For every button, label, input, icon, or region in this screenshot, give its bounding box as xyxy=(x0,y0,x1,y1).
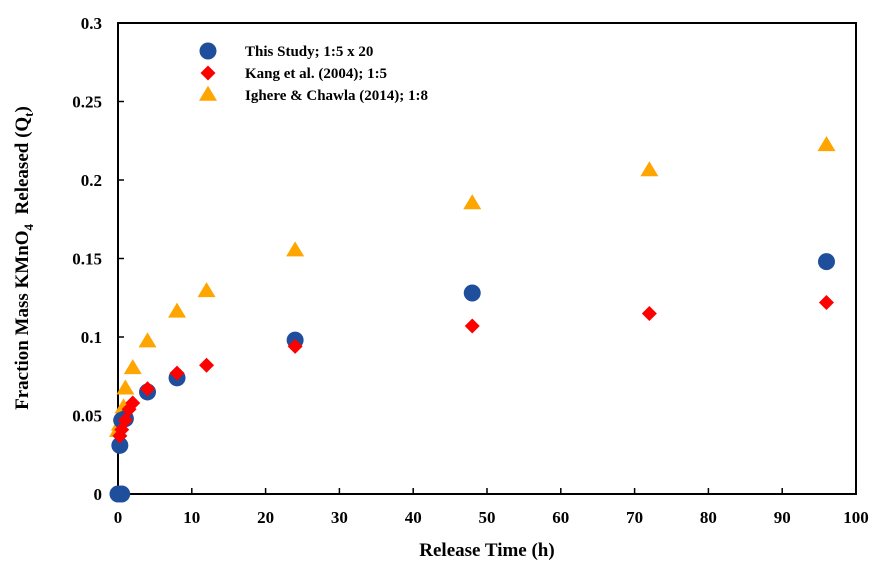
y-tick-label: 0.2 xyxy=(81,171,102,190)
data-point-triangle xyxy=(138,332,157,348)
data-point-circle xyxy=(111,436,129,454)
y-tick-label: 0.3 xyxy=(81,14,102,33)
plot-frame xyxy=(117,22,857,495)
data-point-diamond xyxy=(464,318,480,334)
y-axis-title-middle: Released (Q xyxy=(12,117,33,224)
legend-label: Kang et al. (2004); 1:5 xyxy=(245,66,387,82)
y-axis-title-sub1: 4 xyxy=(21,223,36,230)
x-tick-label: 20 xyxy=(257,508,274,527)
x-tick-label: 70 xyxy=(626,508,643,527)
data-point-diamond xyxy=(287,338,303,354)
data-point-triangle xyxy=(116,379,135,395)
x-tick-label: 90 xyxy=(774,508,791,527)
data-point-triangle xyxy=(640,161,659,177)
data-point-triangle xyxy=(286,241,305,257)
data-points xyxy=(109,136,836,503)
legend-marker-circle xyxy=(199,42,217,60)
data-point-circle xyxy=(463,284,481,302)
data-point-circle xyxy=(113,485,131,503)
legend-label: Ighere & Chawla (2014); 1:8 xyxy=(245,88,428,104)
legend-marker-triangle xyxy=(199,85,217,101)
data-point-circle xyxy=(817,253,835,271)
y-axis-title-suffix: ) xyxy=(12,106,33,112)
data-point-diamond xyxy=(140,381,156,397)
legend-label: This Study; 1:5 x 20 xyxy=(245,44,373,60)
data-point-diamond xyxy=(125,395,141,411)
y-tick-label: 0.05 xyxy=(72,407,102,426)
data-point-triangle xyxy=(817,136,836,152)
data-point-triangle xyxy=(197,282,216,298)
legend: This Study; 1:5 x 20 Kang et al. (2004); … xyxy=(199,42,428,104)
x-tick-label: 30 xyxy=(331,508,348,527)
x-axis-ticks: 0 10 20 30 40 50 60 70 80 90 100 xyxy=(114,488,869,527)
x-axis-title: Release Time (h) xyxy=(419,540,554,561)
y-tick-label: 0.25 xyxy=(72,93,102,112)
data-point-triangle xyxy=(463,194,482,210)
y-axis-ticks: 0 0.05 0.1 0.15 0.2 0.25 0.3 xyxy=(72,14,124,504)
x-tick-label: 10 xyxy=(183,508,200,527)
data-point-diamond xyxy=(169,365,185,381)
x-tick-label: 100 xyxy=(843,508,869,527)
y-axis-title-prefix: Fraction Mass KMnO xyxy=(12,230,33,409)
data-point-diamond xyxy=(818,294,834,310)
y-tick-label: 0.1 xyxy=(81,328,102,347)
y-axis-title: Fraction Mass KMnO4 Released (Qt) xyxy=(12,106,36,410)
x-tick-label: 40 xyxy=(405,508,422,527)
data-point-diamond xyxy=(199,357,215,373)
x-tick-label: 0 xyxy=(114,508,123,527)
x-tick-label: 60 xyxy=(552,508,569,527)
legend-marker-diamond xyxy=(200,65,216,81)
data-point-triangle xyxy=(168,302,187,318)
y-axis-title-sub2: t xyxy=(21,112,36,117)
x-tick-label: 80 xyxy=(700,508,717,527)
data-point-triangle xyxy=(123,359,142,375)
data-point-diamond xyxy=(641,305,657,321)
y-tick-label: 0.15 xyxy=(72,250,102,269)
x-tick-label: 50 xyxy=(479,508,496,527)
y-tick-label: 0 xyxy=(94,485,103,504)
data-point-diamond xyxy=(117,412,133,428)
